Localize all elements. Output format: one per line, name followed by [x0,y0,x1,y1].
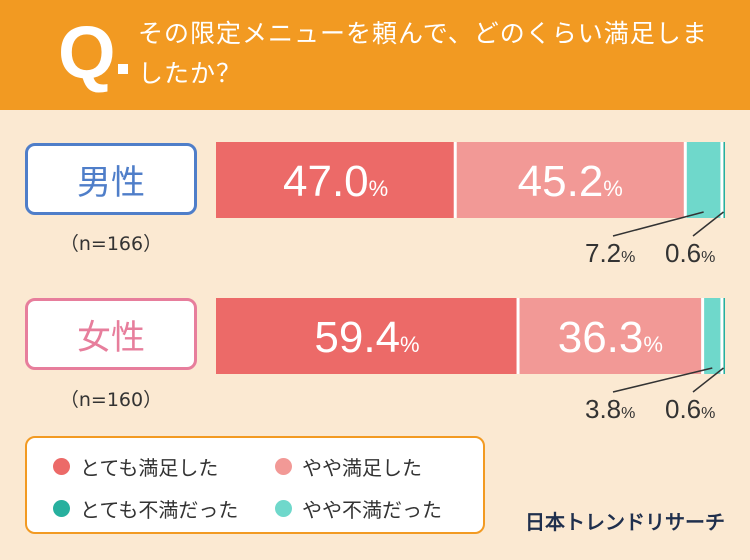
value-label-somewhat-satisfied-1: 36.3% [558,313,663,362]
value-label-somewhat-dissatisfied-0: 7.2% [585,238,635,268]
bar-somewhat-dissatisfied-1 [702,298,722,374]
legend-item-somewhat-satisfied: やや満足した [275,452,422,481]
brand-logo-text: 日本トレンドリサーチ [525,510,725,534]
legend-swatch [275,458,292,475]
bar-somewhat-dissatisfied-0 [685,142,722,218]
value-label-very-satisfied-0: 47.0% [283,157,388,206]
group-count-female: （n=160） [59,389,163,411]
bar-somewhat-satisfied-0 [455,142,686,218]
group-label-female: 女性 [25,298,197,370]
legend-swatch [53,458,70,475]
bar-very-dissatisfied-0 [721,142,725,218]
leader-line-somewhat-dissatisfied-1 [612,367,713,393]
value-label-very-satisfied-1: 59.4% [314,313,419,362]
question-text: その限定メニューを頼んで、どのくらい満足しましたか？ [138,19,708,88]
value-label-somewhat-satisfied-0: 45.2% [518,157,623,206]
group-count-male: （n=166） [59,233,163,255]
group-label-text: 女性 [77,317,145,358]
legend-item-very-satisfied: とても満足した [53,452,218,481]
bar-somewhat-satisfied-1 [518,298,703,374]
value-label-very-dissatisfied-1: 0.6% [665,394,715,424]
legend-item-very-dissatisfied: とても不満だった [53,494,238,523]
legend-label: とても満足した [80,456,219,480]
question-mark-dot [118,64,128,74]
value-label-very-dissatisfied-0: 0.6% [665,238,715,268]
legend-label: やや不満だった [302,498,442,522]
question-header: Q その限定メニューを頼んで、どのくらい満足しましたか？ [0,0,750,110]
legend-swatch [53,500,70,517]
legend-swatch [275,500,292,517]
legend-label: やや満足した [302,456,422,480]
leader-line-very-dissatisfied-0 [692,211,724,237]
legend-item-somewhat-dissatisfied: やや不満だった [275,494,442,523]
bar-very-dissatisfied-1 [721,298,725,374]
group-label-text: 男性 [77,162,145,203]
bar-very-satisfied-0 [216,142,456,218]
leader-line-somewhat-dissatisfied-0 [612,211,704,237]
question-mark: Q [58,11,116,94]
value-label-somewhat-dissatisfied-1: 3.8% [585,394,635,424]
leader-line-very-dissatisfied-1 [692,367,724,393]
legend-label: とても不満だった [80,498,239,522]
legend: とても満足した やや満足した とても不満だった やや不満だった [25,436,485,534]
bar-very-satisfied-1 [216,298,519,374]
group-label-male: 男性 [25,143,197,215]
